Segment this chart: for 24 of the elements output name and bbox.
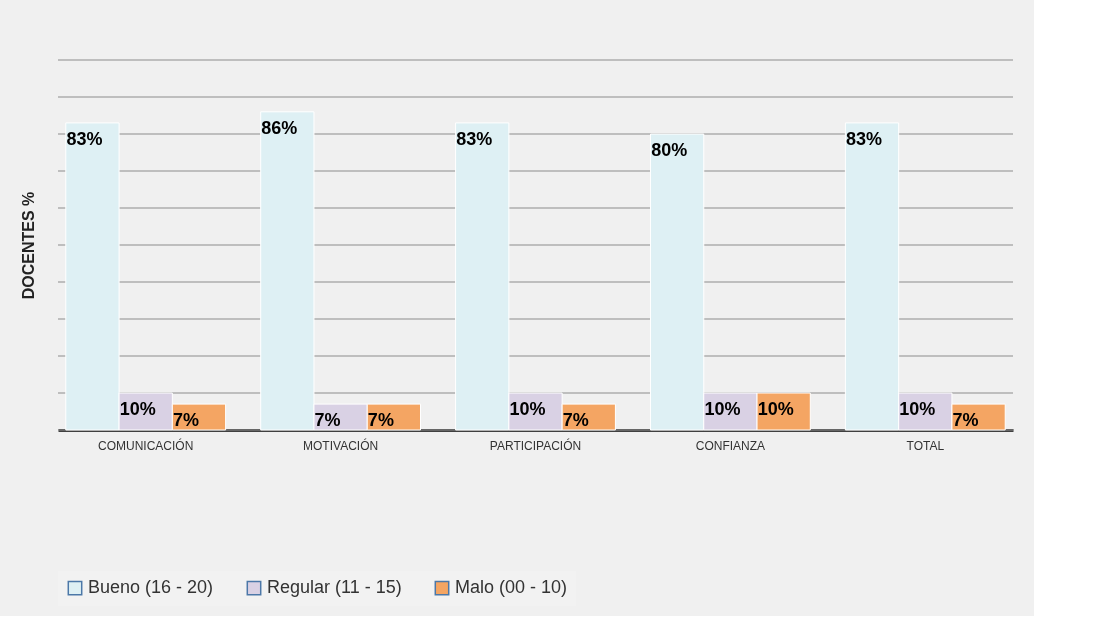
data-label: 83% — [456, 128, 493, 149]
legend-label: Bueno (16 - 20) — [88, 577, 214, 598]
data-label: 10% — [119, 399, 156, 419]
data-label: 10% — [899, 399, 936, 419]
y-axis-title: DOCENTES % — [19, 191, 37, 300]
legend-label: Regular (11 - 15) — [267, 577, 402, 598]
legend-label: Malo (00 - 10) — [455, 577, 568, 598]
data-label: 83% — [66, 128, 103, 149]
data-label: 7% — [562, 410, 589, 431]
data-label: 83% — [846, 128, 883, 149]
x-tick-label: TOTAL — [906, 438, 945, 453]
x-tick-label: COMUNICACIÓN — [98, 437, 194, 453]
x-tick-label: PARTICIPACIÓN — [489, 437, 582, 453]
data-label: 10% — [757, 399, 794, 419]
data-label: 7% — [367, 410, 394, 431]
data-label: 80% — [651, 140, 688, 160]
data-label: 7% — [952, 410, 979, 431]
data-label: 10% — [704, 399, 741, 419]
data-label: 86% — [261, 117, 298, 138]
data-label: 10% — [509, 399, 546, 419]
data-label: 7% — [172, 410, 199, 431]
data-label: 7% — [314, 410, 341, 431]
x-tick-label: CONFIANZA — [695, 438, 766, 453]
x-tick-label: MOTIVACIÓN — [303, 437, 379, 453]
